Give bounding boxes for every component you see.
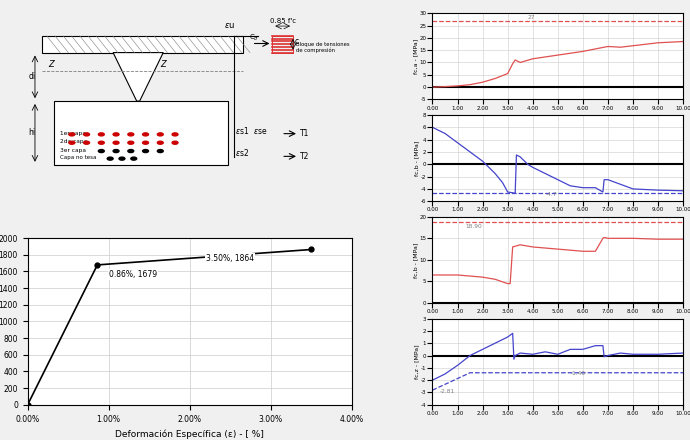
Circle shape: [69, 141, 75, 144]
Text: Capa no tesa: Capa no tesa: [60, 155, 97, 160]
Circle shape: [113, 141, 119, 144]
Circle shape: [143, 141, 148, 144]
Circle shape: [113, 150, 119, 153]
Circle shape: [172, 133, 178, 136]
Circle shape: [99, 141, 104, 144]
Text: $\varepsilon$se: $\varepsilon$se: [253, 127, 268, 136]
Circle shape: [99, 133, 104, 136]
Circle shape: [128, 141, 134, 144]
Circle shape: [143, 133, 148, 136]
Polygon shape: [42, 36, 243, 53]
Y-axis label: fc,a - [MPa]: fc,a - [MPa]: [413, 39, 418, 74]
Circle shape: [83, 133, 90, 136]
Circle shape: [119, 157, 125, 160]
Text: -4.7: -4.7: [545, 192, 557, 197]
Circle shape: [157, 133, 164, 136]
Text: T2: T2: [300, 152, 310, 161]
Text: c: c: [295, 37, 299, 47]
Text: hi: hi: [28, 128, 35, 137]
Text: 2da capa: 2da capa: [60, 139, 88, 144]
Text: 1er capa: 1er capa: [60, 131, 86, 136]
Circle shape: [113, 133, 119, 136]
Circle shape: [157, 141, 164, 144]
Text: Z: Z: [48, 60, 54, 69]
Y-axis label: fc,z - [MPa]: fc,z - [MPa]: [414, 345, 420, 379]
Circle shape: [143, 150, 148, 153]
Circle shape: [157, 150, 164, 153]
Polygon shape: [113, 53, 164, 101]
Text: T1: T1: [300, 129, 310, 138]
Circle shape: [107, 157, 113, 160]
Polygon shape: [54, 101, 228, 165]
Text: 3.50%, 1864: 3.50%, 1864: [206, 254, 254, 264]
Text: 3er capa: 3er capa: [60, 148, 86, 153]
Circle shape: [128, 150, 134, 153]
Text: Z: Z: [160, 60, 166, 69]
Y-axis label: fc,b - [MPa]: fc,b - [MPa]: [414, 140, 420, 176]
X-axis label: Deformación Específica (ε) - [ %]: Deformación Específica (ε) - [ %]: [115, 429, 264, 439]
Text: di: di: [28, 72, 35, 81]
Text: $\varepsilon$s1: $\varepsilon$s1: [235, 125, 250, 136]
Circle shape: [172, 141, 178, 144]
Circle shape: [83, 141, 90, 144]
Circle shape: [99, 150, 104, 153]
Text: -2.81: -2.81: [440, 389, 455, 394]
Circle shape: [128, 133, 134, 136]
Text: C$_\sigma$: C$_\sigma$: [249, 33, 259, 43]
Text: 27: 27: [528, 15, 535, 20]
Text: $\varepsilon$s2: $\varepsilon$s2: [235, 147, 250, 158]
Circle shape: [69, 133, 75, 136]
Text: 0.85 f'c: 0.85 f'c: [270, 18, 296, 24]
Text: 18.90: 18.90: [465, 224, 482, 229]
Text: 0.86%, 1679: 0.86%, 1679: [109, 270, 157, 279]
Text: Bloque de tensiones
de compresión: Bloque de tensiones de compresión: [296, 42, 350, 53]
Y-axis label: fc,b - [MPa]: fc,b - [MPa]: [413, 242, 418, 278]
Circle shape: [131, 157, 137, 160]
Text: $\varepsilon$u: $\varepsilon$u: [224, 22, 235, 30]
Text: -1.40: -1.40: [571, 371, 585, 376]
